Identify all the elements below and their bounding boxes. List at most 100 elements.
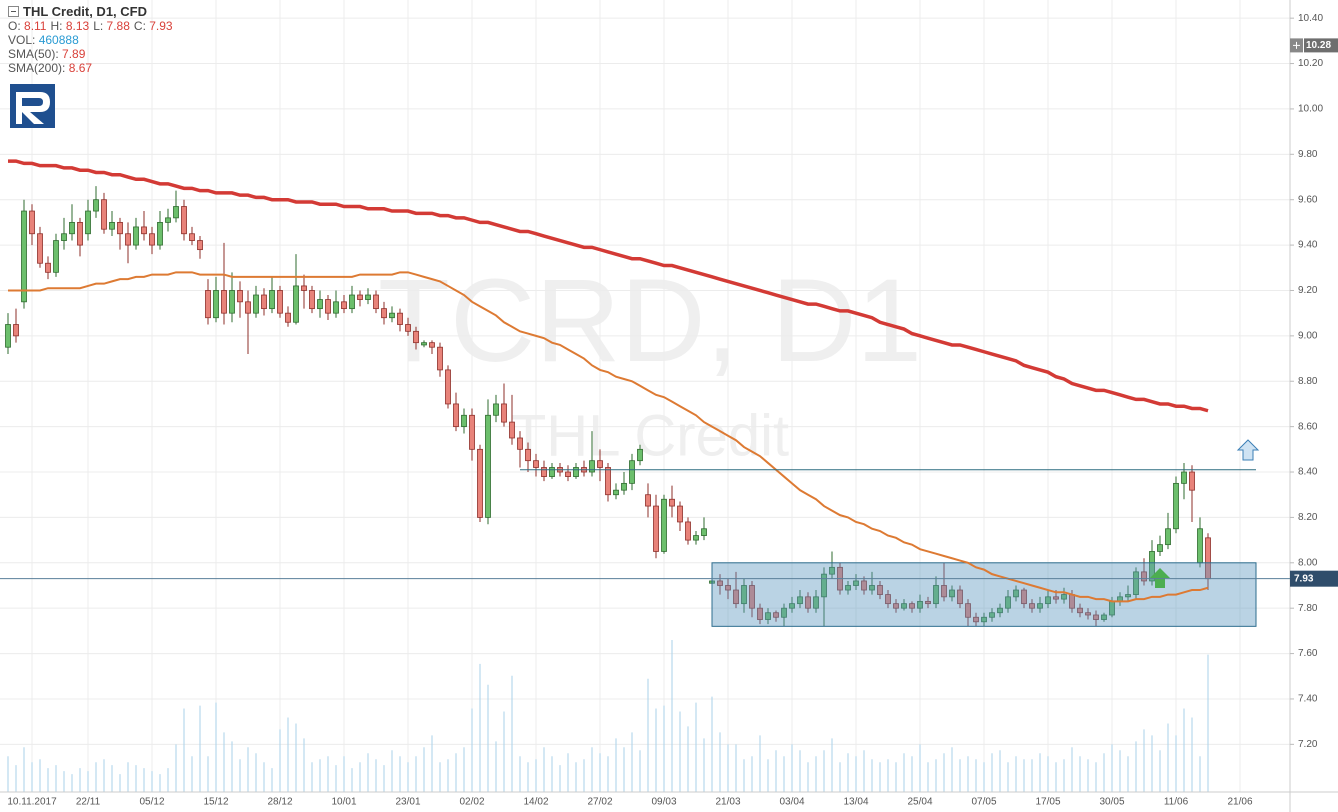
y-tick-label: 8.40 xyxy=(1298,467,1318,478)
candle-body xyxy=(45,262,51,273)
candle-body xyxy=(69,221,75,235)
x-tick-label: 21/06 xyxy=(1227,797,1252,808)
y-tick-label: 9.00 xyxy=(1298,331,1318,342)
candle-body xyxy=(1125,594,1131,598)
x-tick-label: 02/02 xyxy=(459,797,484,808)
up-arrow-green xyxy=(1150,568,1170,588)
label: O: xyxy=(8,19,21,33)
x-tick-label: 10/01 xyxy=(331,797,356,808)
candle-body xyxy=(437,346,443,371)
candle-body xyxy=(117,221,123,235)
candle-body xyxy=(1149,551,1155,582)
candle-body xyxy=(493,403,499,416)
watermark-name: THL Credit xyxy=(511,403,789,468)
candle-body xyxy=(293,285,299,323)
candle-body xyxy=(1021,589,1027,605)
candle-body xyxy=(237,290,243,303)
candle-body xyxy=(869,585,875,591)
x-tick-label: 22/11 xyxy=(76,797,101,808)
legend-volume: VOL: 460888 xyxy=(8,33,177,47)
candle-body xyxy=(245,301,251,314)
value: 7.88 xyxy=(106,19,130,33)
candle-body xyxy=(85,210,91,235)
candle-body xyxy=(597,460,603,468)
x-tick-label: 27/02 xyxy=(587,797,612,808)
crosshair-price-box xyxy=(1304,38,1338,53)
value: 7.89 xyxy=(62,47,86,61)
y-tick-label: 10.20 xyxy=(1298,58,1323,69)
value: 7.93 xyxy=(149,19,173,33)
candle-body xyxy=(413,330,419,344)
candle-body xyxy=(269,290,275,310)
candle-body xyxy=(333,301,339,314)
legend-sma50: SMA(50): 7.89 xyxy=(8,47,177,61)
legend-title-row: THL Credit, D1, CFD xyxy=(8,5,177,19)
candle-body xyxy=(621,482,627,491)
label: C: xyxy=(133,19,146,33)
candle-body xyxy=(1141,571,1147,582)
collapse-button[interactable] xyxy=(8,6,19,17)
candle-body xyxy=(501,403,507,423)
candle-body xyxy=(357,294,363,300)
x-tick-label: 15/12 xyxy=(203,797,228,808)
candle-body xyxy=(381,308,387,319)
candle-body xyxy=(365,294,371,300)
candle-body xyxy=(93,199,99,212)
candle-body xyxy=(1045,596,1051,605)
value: 460888 xyxy=(38,33,79,47)
y-tick-label: 9.80 xyxy=(1298,149,1318,160)
candle-body xyxy=(373,294,379,310)
candle-body xyxy=(917,600,923,609)
x-tick-label: 28/12 xyxy=(267,797,292,808)
candle-body xyxy=(885,594,891,605)
candle-body xyxy=(701,528,707,536)
candle-body xyxy=(877,585,883,595)
candle-body xyxy=(589,460,595,473)
candle-body xyxy=(1181,471,1187,484)
y-tick-label: 10.00 xyxy=(1298,104,1323,115)
candle-body xyxy=(973,616,979,623)
y-tick-label: 9.60 xyxy=(1298,194,1318,205)
y-tick-label: 8.60 xyxy=(1298,421,1318,432)
value: 8.11 xyxy=(24,19,47,33)
candle-body xyxy=(821,573,827,598)
y-tick-label: 8.80 xyxy=(1298,376,1318,387)
candle-body xyxy=(397,312,403,325)
candle-body xyxy=(525,448,531,462)
x-tick-label: 09/03 xyxy=(651,797,676,808)
candle-body xyxy=(1005,596,1011,609)
candle-body xyxy=(773,612,779,618)
candle-body xyxy=(349,294,355,310)
legend-title: THL Credit, D1, CFD xyxy=(23,4,147,19)
candle-body xyxy=(285,312,291,323)
candle-body xyxy=(533,460,539,468)
candle-body xyxy=(165,217,171,223)
candle-body xyxy=(61,233,67,241)
candle-body xyxy=(341,301,347,310)
candle-body xyxy=(101,199,107,230)
candle-body xyxy=(1013,589,1019,598)
candle-body xyxy=(469,414,475,450)
candle-body xyxy=(141,226,147,235)
candle-body xyxy=(1133,571,1139,595)
candle-body xyxy=(21,210,27,303)
candle-body xyxy=(637,448,643,462)
candle-body xyxy=(133,226,139,246)
label: H: xyxy=(50,19,63,33)
label: VOL: xyxy=(8,33,36,47)
candle-body xyxy=(1085,612,1091,616)
y-tick-label: 8.00 xyxy=(1298,557,1318,568)
y-tick-label: 9.20 xyxy=(1298,285,1318,296)
candle-body xyxy=(37,233,43,264)
logo xyxy=(10,84,55,128)
candle-body xyxy=(405,324,411,332)
candle-body xyxy=(29,210,35,235)
candle-body xyxy=(685,521,691,541)
candle-body xyxy=(981,616,987,623)
y-tick-label: 9.40 xyxy=(1298,240,1318,251)
candle-body xyxy=(605,467,611,496)
candle-body xyxy=(301,285,307,291)
candle-body xyxy=(173,206,179,219)
candle-body xyxy=(485,414,491,518)
